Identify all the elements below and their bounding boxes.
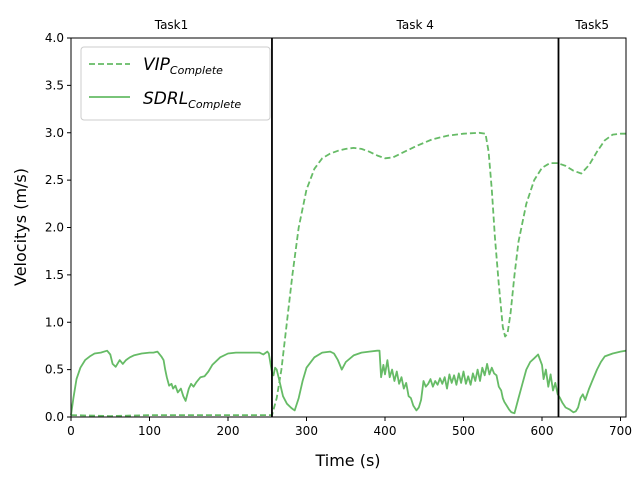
y-tick-label: 1.0 [45, 315, 64, 329]
y-tick-label: 3.5 [45, 78, 64, 92]
legend-sdrl-sub: Complete [188, 98, 241, 111]
y-tick-label: 0.0 [45, 410, 64, 424]
y-tick-label: 1.5 [45, 268, 64, 282]
x-tick-label: 100 [138, 424, 161, 438]
x-tick-label: 600 [531, 424, 554, 438]
series-line-sdrl [70, 349, 627, 416]
legend-label-vip: VIPComplete [143, 55, 223, 77]
series-lines [70, 131, 627, 417]
legend-box [80, 46, 271, 121]
x-axis-label: Time (s) [314, 451, 380, 470]
x-tick-label: 500 [452, 424, 475, 438]
x-tick-label: 400 [374, 424, 397, 438]
x-tick-label: 0 [67, 424, 75, 438]
task-labels: Task1 Task 4 Task5 [154, 18, 609, 32]
y-tick-label: 2.5 [45, 173, 64, 187]
series-line-vip [70, 131, 626, 417]
x-tick-label: 300 [295, 424, 318, 438]
y-tick-label: 4.0 [45, 31, 64, 45]
legend: VIPComplete SDRLComplete [80, 46, 271, 121]
task-label: Task5 [574, 18, 609, 32]
y-tick-label: 2.0 [45, 221, 64, 235]
legend-vip-main: VIP [143, 55, 171, 75]
x-axis-ticks: 0 100 200 300 400 500 600 700 [67, 417, 632, 438]
y-tick-label: 3.0 [45, 126, 64, 140]
y-tick-label: 0.5 [45, 363, 64, 377]
task-label: Task 4 [396, 18, 434, 32]
legend-vip-sub: Complete [170, 64, 223, 77]
legend-sdrl-main: SDRL [143, 89, 188, 109]
legend-label-sdrl: SDRLComplete [143, 89, 241, 111]
task-dividers [271, 38, 560, 417]
x-tick-label: 700 [609, 424, 632, 438]
y-axis-label: Velocitys (m/s) [11, 168, 30, 286]
task-label: Task1 [154, 18, 189, 32]
x-tick-label: 200 [217, 424, 240, 438]
y-axis-ticks: 0.0 0.5 1.0 1.5 2.0 2.5 3.0 3.5 4.0 [45, 31, 71, 424]
